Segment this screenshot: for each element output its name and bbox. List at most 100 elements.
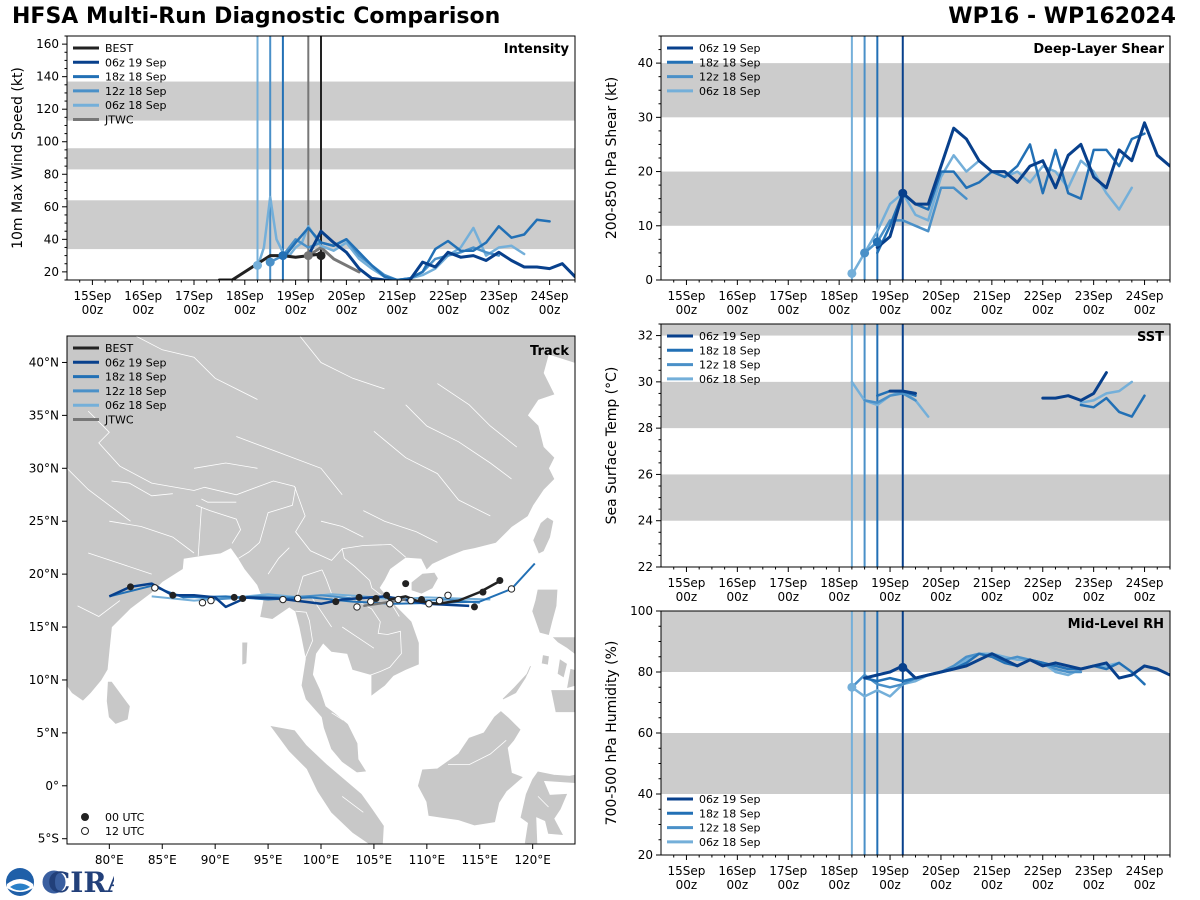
track-point-00utc-3 <box>239 594 247 602</box>
intensity-ytick-label: 20 <box>44 265 59 279</box>
track-point-00utc-8 <box>402 580 410 588</box>
rh-ytick-label: 100 <box>630 604 653 618</box>
shear-xtick-label: 16Sep <box>718 289 756 303</box>
rh-ytick-label: 40 <box>638 787 653 801</box>
sst-ytick-label: 28 <box>638 421 653 435</box>
shear-marker-3 <box>898 188 908 198</box>
rh-xtick-label: 23Sep <box>1075 864 1113 878</box>
shear-xtick-label-time: 00z <box>727 303 749 317</box>
intensity-marker-2 <box>278 251 288 261</box>
land-shape-8 <box>502 666 531 700</box>
rh-legend-label-0: 06z 19 Sep <box>699 793 761 806</box>
track-marker-legend-0 <box>81 813 89 821</box>
intensity-xtick-label-time: 00z <box>437 303 459 317</box>
track-point-12utc-7 <box>386 600 394 608</box>
intensity-marker-3 <box>303 251 313 261</box>
shear-ytick-label: 10 <box>638 219 653 233</box>
track-point-12utc-11 <box>435 596 444 605</box>
intensity-legend-label-2: 18z 18 Sep <box>105 71 167 84</box>
shear-ytick-label: 40 <box>638 56 653 70</box>
sst-xtick-label-time: 00z <box>1032 590 1054 604</box>
border-line-5 <box>295 569 323 601</box>
track-ytick-label: 0° <box>45 779 59 793</box>
rh-xtick-label: 16Sep <box>718 864 756 878</box>
rh-xtick-label-time: 00z <box>727 878 749 892</box>
border-line-21 <box>67 468 131 522</box>
track-xtick-label: 95°E <box>254 853 283 867</box>
land-shape-7 <box>567 668 575 688</box>
sst-legend-label-1: 18z 18 Sep <box>699 344 761 357</box>
sst-series-r06z19-5 <box>888 389 917 395</box>
track-point-00utc-7 <box>383 591 391 599</box>
rh-xtick-label: 22Sep <box>1024 864 1062 878</box>
sst-ytick-label: 22 <box>638 560 653 574</box>
intensity-ytick-label: 160 <box>36 37 59 51</box>
sst-xtick-label-time: 00z <box>727 590 749 604</box>
rh-xtick-label-time: 00z <box>1083 878 1105 892</box>
border-line-13 <box>236 436 343 496</box>
sst-xtick-label-time: 00z <box>1134 590 1156 604</box>
track-point-00utc-9 <box>418 596 426 604</box>
land-shape-9 <box>551 690 575 713</box>
land-shape-6 <box>557 659 567 678</box>
border-line-27 <box>448 739 507 765</box>
shear-xtick-label-time: 00z <box>777 303 799 317</box>
track-point-12utc-1 <box>198 599 207 607</box>
intensity-legend-label-0: BEST <box>105 42 133 55</box>
storm-id-title: WP16 - WP162024 <box>948 4 1176 29</box>
border-line-20 <box>109 520 195 554</box>
rh-legend-label-1: 18z 18 Sep <box>699 807 761 820</box>
cira-logo-text: CIRA <box>48 866 114 898</box>
intensity-xtick-label: 17Sep <box>175 289 213 303</box>
sst-panel-title: SST <box>1137 330 1164 345</box>
shear-series-r18z18-2 <box>876 132 1146 255</box>
shear-plot-area <box>661 36 1170 280</box>
shear-series-r12z18-1 <box>863 186 968 255</box>
border-line-7 <box>195 504 242 544</box>
land-shape-4 <box>552 637 575 655</box>
rh-xtick-label: 15Sep <box>668 864 706 878</box>
track-point-00utc-6 <box>372 594 380 602</box>
intensity-xtick-label: 24Sep <box>531 289 569 303</box>
sst-xtick-label: 18Sep <box>820 576 858 590</box>
track-xtick-label: 85°E <box>148 853 177 867</box>
intensity-marker-1 <box>265 257 275 267</box>
shear-band-0 <box>661 171 1170 226</box>
cira-logo: CIRA <box>6 866 114 898</box>
rh-legend-label-2: 12z 18 Sep <box>699 822 761 835</box>
sst-ytick-label: 32 <box>638 329 653 343</box>
rh-ytick-label: 60 <box>638 726 653 740</box>
intensity-xtick-label: 16Sep <box>124 289 162 303</box>
shear-xtick-label-time: 00z <box>981 303 1003 317</box>
intensity-xtick-label: 20Sep <box>327 289 365 303</box>
sst-legend-label-2: 12z 18 Sep <box>699 359 761 372</box>
track-point-12utc-2 <box>207 596 215 605</box>
sst-xtick-label: 23Sep <box>1075 576 1113 590</box>
track-point-12utc-13 <box>507 585 516 593</box>
land-shape-14 <box>106 681 130 724</box>
track-xtick-label: 90°E <box>201 853 230 867</box>
intensity-ytick-label: 40 <box>44 232 59 246</box>
rh-xtick-label-time: 00z <box>777 878 799 892</box>
shear-xtick-label: 23Sep <box>1075 289 1113 303</box>
intensity-legend-label-3: 12z 18 Sep <box>105 85 167 98</box>
border-line-23 <box>77 600 121 617</box>
intensity-ytick-label: 60 <box>44 200 59 214</box>
sst-series-r06z19-6 <box>1041 371 1108 402</box>
track-point-00utc-12 <box>496 576 504 584</box>
border-line-28 <box>341 796 364 813</box>
intensity-xtick-label: 21Sep <box>378 289 416 303</box>
intensity-panel-title: Intensity <box>504 42 570 57</box>
track-point-00utc-11 <box>479 588 487 596</box>
track-point-12utc-12 <box>444 591 452 599</box>
shear-xtick-label: 22Sep <box>1024 289 1062 303</box>
rh-ylabel: 700-500 hPa Humidity (%) <box>604 641 620 826</box>
intensity-series-r18z18-3 <box>281 218 551 280</box>
sst-xtick-label: 17Sep <box>769 576 807 590</box>
sst-xtick-label-time: 00z <box>777 590 799 604</box>
shear-xtick-label: 21Sep <box>973 289 1011 303</box>
sst-series-r12z18-2 <box>863 392 917 404</box>
shear-xtick-label-time: 00z <box>879 303 901 317</box>
intensity-xtick-label: 23Sep <box>480 289 518 303</box>
track-xtick-label: 105°E <box>356 853 393 867</box>
